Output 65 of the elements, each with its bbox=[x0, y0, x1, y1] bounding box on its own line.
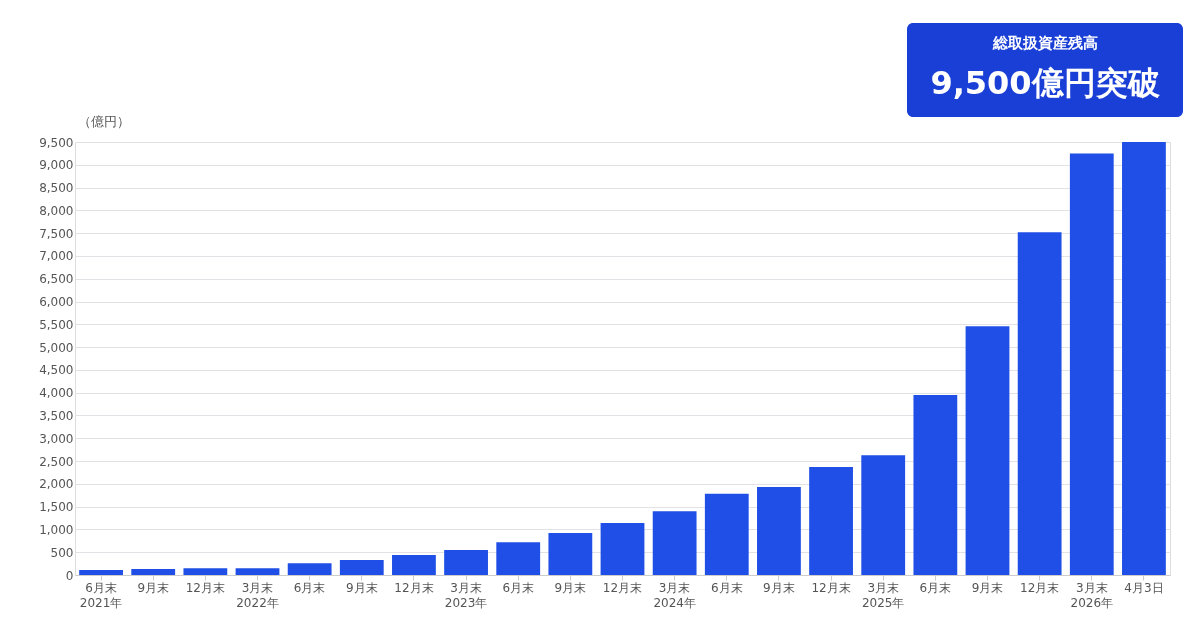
x-tick-label: 9月末 bbox=[763, 580, 795, 595]
y-tick-label: 1,000 bbox=[39, 522, 74, 537]
bar bbox=[652, 511, 697, 575]
bar bbox=[548, 533, 593, 575]
x-tick-label: 12月末 bbox=[394, 580, 434, 595]
y-tick-label: 500 bbox=[50, 545, 74, 560]
x-tick-label: 3月末 2026年 bbox=[1070, 580, 1114, 610]
x-tick-label: 12月末 bbox=[811, 580, 851, 595]
text: 総取扱資産残高 bbox=[991, 34, 1098, 52]
y-tick-label: 3,500 bbox=[39, 408, 74, 423]
y-tick-label: 8,500 bbox=[39, 181, 74, 196]
bar bbox=[131, 569, 176, 575]
y-tick-label: 9,000 bbox=[39, 158, 74, 173]
x-tick-label: 12月末 bbox=[1020, 580, 1060, 595]
x-tick-label: 3月末 2025年 bbox=[861, 580, 905, 610]
x-tick-label: 9月末 bbox=[137, 580, 170, 595]
x-tick-label: 3月末 2023年 bbox=[444, 580, 488, 610]
y-tick-label: 4,000 bbox=[39, 386, 74, 401]
x-tick-label: 9月末 bbox=[345, 580, 378, 595]
bar bbox=[287, 563, 332, 575]
x-tick-label: 3月末 2024年 bbox=[653, 580, 696, 610]
bar bbox=[1069, 153, 1114, 575]
bar bbox=[496, 542, 541, 575]
y-tick-label: 7,000 bbox=[39, 249, 74, 264]
x-tick-label: 6月末 bbox=[710, 580, 743, 595]
y-tick-label: 0 bbox=[65, 568, 74, 583]
x-tick-label: 4月3日 bbox=[1124, 580, 1164, 595]
bar bbox=[704, 493, 749, 575]
bar bbox=[965, 326, 1010, 575]
bar bbox=[392, 554, 436, 575]
y-tick-label: 2,000 bbox=[39, 477, 74, 492]
bar bbox=[339, 559, 384, 575]
y-tick-label: 8,000 bbox=[39, 203, 74, 218]
bar bbox=[444, 549, 488, 575]
x-tick-label: 6月末 bbox=[919, 580, 952, 595]
y-tick-label: 7,500 bbox=[39, 226, 74, 241]
y-tick-label: 2,500 bbox=[39, 454, 74, 469]
bar bbox=[809, 466, 853, 575]
x-tick-label: 12月末 bbox=[185, 580, 225, 595]
y-tick-label: 5,000 bbox=[39, 340, 74, 355]
x-tick-label: 6月末 bbox=[502, 580, 535, 595]
y-tick-label: 6,500 bbox=[39, 272, 74, 287]
text: 9,500億円突破 bbox=[930, 64, 1160, 102]
y-tick-label: 5,500 bbox=[39, 317, 74, 332]
bar bbox=[600, 523, 645, 575]
bar bbox=[235, 568, 280, 575]
bar bbox=[79, 569, 123, 575]
y-tick-label: 9,500 bbox=[39, 135, 74, 150]
bar bbox=[913, 394, 958, 575]
x-tick-label: 9月末 bbox=[971, 580, 1004, 595]
bar bbox=[861, 455, 906, 575]
bar bbox=[1017, 232, 1062, 575]
x-tick-label: 3月末 2022年 bbox=[236, 580, 279, 610]
y-axis-title: （億円） bbox=[77, 113, 130, 129]
y-tick-label: 1,500 bbox=[39, 500, 74, 515]
bar bbox=[1122, 142, 1166, 575]
bar bbox=[757, 487, 801, 575]
x-tick-label: 9月末 bbox=[554, 580, 587, 595]
y-tick-label: 4,500 bbox=[39, 363, 74, 378]
x-tick-label: 6月末 2021年 bbox=[79, 580, 123, 610]
x-tick-label: 6月末 bbox=[293, 580, 326, 595]
bar bbox=[183, 568, 228, 575]
y-tick-label: 6,000 bbox=[39, 295, 74, 310]
x-tick-label: 12月末 bbox=[602, 580, 643, 595]
y-tick-label: 3,000 bbox=[39, 431, 74, 446]
